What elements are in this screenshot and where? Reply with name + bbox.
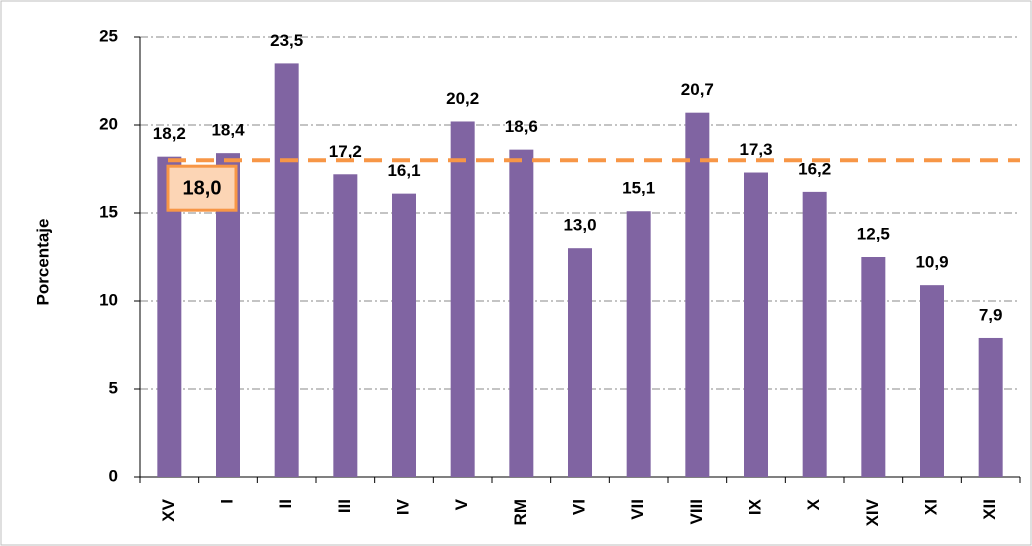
bar bbox=[392, 193, 416, 477]
y-tick-label: 15 bbox=[99, 202, 118, 221]
bar bbox=[333, 174, 358, 477]
bar bbox=[920, 285, 944, 477]
x-tick-label: IV bbox=[393, 498, 412, 515]
value-label: 16,1 bbox=[387, 161, 420, 180]
reference-label: 18,0 bbox=[183, 177, 222, 199]
value-label: 18,2 bbox=[153, 124, 186, 143]
x-tick-label: RM bbox=[511, 499, 530, 525]
y-tick-label: 0 bbox=[109, 466, 118, 485]
value-label: 15,1 bbox=[622, 179, 655, 198]
bar bbox=[802, 191, 827, 477]
bar bbox=[450, 121, 475, 477]
value-label: 17,2 bbox=[329, 142, 362, 161]
bar bbox=[509, 149, 534, 477]
value-label: 20,7 bbox=[681, 80, 714, 99]
value-label: 10,9 bbox=[915, 253, 948, 272]
x-tick-label: XI bbox=[921, 499, 940, 515]
y-tick-label: 10 bbox=[99, 290, 118, 309]
x-tick-label: XII bbox=[980, 499, 999, 520]
y-tick-label: 25 bbox=[99, 26, 118, 45]
value-label: 18,6 bbox=[505, 117, 538, 136]
bar bbox=[568, 248, 592, 477]
reference-label-box bbox=[166, 164, 238, 212]
x-tick-label: V bbox=[452, 498, 471, 510]
x-tick-label: VII bbox=[628, 499, 647, 520]
x-tick-label: IX bbox=[745, 498, 764, 515]
y-tick-label: 20 bbox=[99, 114, 118, 133]
value-label: 12,5 bbox=[857, 224, 890, 243]
x-tick-label: I bbox=[217, 499, 236, 504]
x-tick-label: III bbox=[335, 499, 354, 513]
bar bbox=[978, 337, 1003, 477]
bar bbox=[626, 211, 651, 478]
x-tick-label: VIII bbox=[687, 499, 706, 525]
value-label: 18,4 bbox=[211, 121, 245, 140]
value-label: 23,5 bbox=[270, 31, 303, 50]
x-tick-label: XV bbox=[159, 498, 178, 521]
value-label: 17,3 bbox=[739, 140, 772, 159]
x-tick-label: VI bbox=[569, 499, 588, 515]
bar bbox=[274, 63, 299, 478]
y-tick-label: 5 bbox=[109, 378, 118, 397]
bar bbox=[744, 172, 768, 477]
x-tick-label: X bbox=[804, 498, 823, 510]
value-label: 16,2 bbox=[798, 159, 831, 178]
x-tick-label: II bbox=[276, 499, 295, 508]
value-label: 13,0 bbox=[563, 216, 596, 235]
x-tick-label: XIV bbox=[863, 498, 882, 526]
bar bbox=[685, 112, 710, 478]
y-axis-label: Porcentaje bbox=[33, 219, 52, 306]
value-label: 20,2 bbox=[446, 89, 479, 108]
bar bbox=[861, 257, 886, 477]
value-label: 7,9 bbox=[979, 305, 1003, 324]
